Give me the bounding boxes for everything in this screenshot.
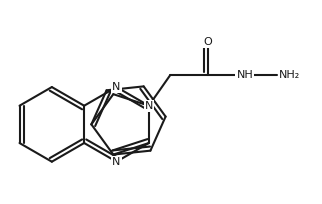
Text: NH: NH	[236, 70, 253, 80]
Text: O: O	[203, 37, 212, 47]
Text: N: N	[145, 101, 153, 111]
Text: NH₂: NH₂	[279, 70, 300, 80]
Text: N: N	[112, 157, 121, 167]
Text: N: N	[112, 82, 121, 92]
